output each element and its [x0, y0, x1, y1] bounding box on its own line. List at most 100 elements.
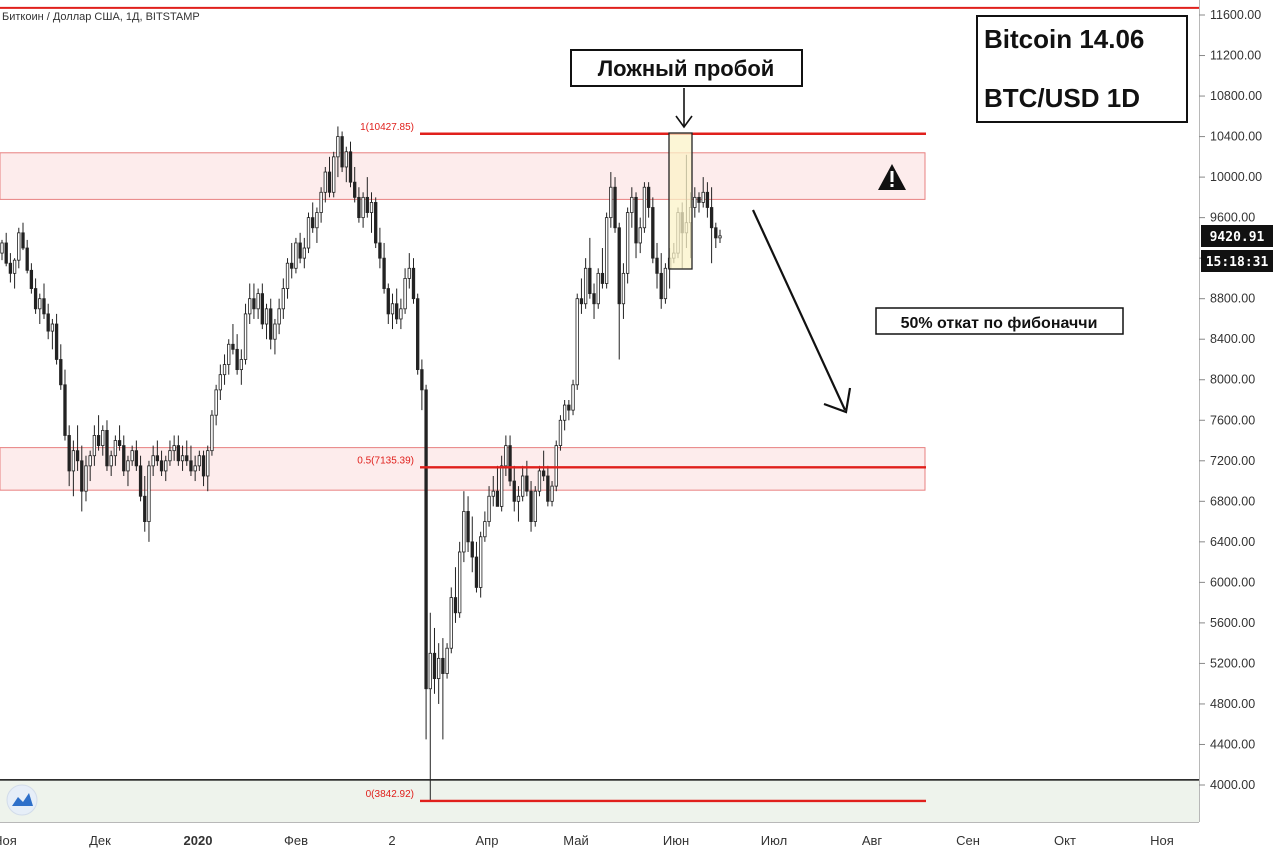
candle-body — [625, 212, 630, 274]
candle-body — [84, 465, 88, 492]
svg-text:9420.91: 9420.91 — [1210, 230, 1265, 245]
candle-body — [172, 445, 176, 452]
candle-body — [264, 308, 269, 325]
candle-body — [466, 511, 470, 543]
candle-body — [155, 455, 160, 462]
candle-body — [285, 262, 290, 289]
last-price-tag: 9420.91 — [1201, 225, 1273, 247]
candle-body — [395, 303, 399, 320]
candle-body — [134, 450, 139, 467]
candle-body — [697, 196, 701, 203]
candle-body — [562, 404, 567, 421]
symbol-title: Биткоин / Доллар США, 1Д, BITSTAMP — [2, 11, 200, 23]
candle-body — [273, 323, 277, 340]
candle-body — [193, 465, 197, 472]
candle-body — [189, 460, 193, 472]
candle-body — [122, 445, 126, 472]
candle-body — [369, 202, 374, 213]
candle-body — [298, 242, 302, 259]
candle-body — [651, 207, 655, 259]
candle-body — [495, 490, 500, 507]
candle-body — [80, 460, 84, 492]
fib-retrace-box — [875, 307, 1124, 335]
time-tick-label: Сен — [956, 833, 980, 848]
price-tick-label: 6400.00 — [1210, 535, 1255, 549]
candle-body — [59, 359, 63, 386]
price-tick-label: 4800.00 — [1210, 697, 1255, 711]
false-breakout-highlight — [668, 132, 693, 270]
annotations-layer: Ложный пробой Bitcoin 14.06 BTC/USD 1D 5… — [570, 15, 1188, 414]
candle-body — [319, 191, 323, 213]
candle-body — [176, 445, 181, 462]
candle-body — [621, 272, 626, 305]
candle-body — [533, 490, 537, 522]
candle-body — [445, 647, 449, 674]
price-tick-label: 8800.00 — [1210, 292, 1255, 306]
candle-body — [92, 435, 97, 457]
candle-body — [197, 455, 202, 467]
time-tick-label: 2020 — [184, 833, 213, 848]
price-tick-label: 10800.00 — [1210, 89, 1262, 103]
candle-body — [50, 323, 55, 332]
candle-body — [147, 465, 151, 522]
candle-body — [403, 278, 407, 310]
false-breakout-box — [570, 49, 803, 87]
candle-body — [336, 136, 340, 158]
candle-body — [294, 242, 298, 269]
candle-body — [537, 470, 542, 492]
candles-layer — [0, 126, 722, 801]
candle-body — [567, 404, 571, 411]
fib-level-label: 1(10427.85) — [360, 122, 414, 133]
zones-layer — [0, 152, 1199, 822]
candle-body — [130, 450, 134, 462]
false-breakout-label: Ложный пробой — [598, 56, 775, 81]
candle-body — [46, 313, 50, 332]
candle-body — [33, 288, 38, 310]
candle-body — [659, 272, 663, 300]
candle-body — [646, 186, 651, 208]
warning-icon — [878, 164, 906, 190]
candle-body — [508, 445, 512, 482]
candle-body — [512, 480, 516, 502]
candle-body — [269, 308, 273, 340]
candle-body — [613, 186, 617, 229]
candle-body — [588, 267, 592, 295]
candle-body — [25, 247, 29, 271]
candle-body — [470, 541, 474, 558]
projection-arrow — [752, 209, 846, 411]
candle-body — [504, 445, 508, 467]
candle-body — [474, 556, 479, 588]
candle-body — [8, 262, 13, 274]
candle-body — [609, 186, 613, 219]
candle-body — [38, 298, 42, 310]
candle-body — [424, 389, 428, 690]
candle-body — [432, 652, 437, 680]
time-tick-label: Фев — [284, 833, 308, 848]
time-tick-label: Дек — [89, 833, 111, 848]
price-tick-label: 8400.00 — [1210, 332, 1255, 346]
tradingview-logo-icon[interactable] — [6, 784, 38, 816]
candle-body — [126, 460, 130, 472]
price-tick-label: 4000.00 — [1210, 778, 1255, 792]
price-tick-label: 7200.00 — [1210, 454, 1255, 468]
candle-body — [520, 475, 525, 497]
candle-body — [210, 414, 214, 452]
price-tick-label: 7600.00 — [1210, 413, 1255, 427]
candle-body — [231, 343, 235, 350]
candle-body — [29, 269, 34, 289]
candle-body — [596, 272, 600, 305]
candle-body — [428, 652, 432, 690]
time-tick-label: Ноя — [0, 833, 17, 848]
candle-body — [714, 227, 718, 239]
candle-body — [252, 298, 256, 310]
candle-body — [386, 288, 390, 315]
candle-body — [277, 308, 281, 325]
candle-body — [63, 384, 67, 436]
candle-body — [529, 490, 533, 522]
fib-retrace-label: 50% откат по фибоначчи — [901, 315, 1098, 332]
candle-body — [655, 257, 659, 274]
candle-body — [483, 521, 487, 538]
candle-body — [558, 419, 563, 446]
time-axis[interactable]: Ноя Дек 2020 Фев 2 Апр Май Июн Июл Авг Сен Окт Ноя — [0, 822, 1199, 849]
